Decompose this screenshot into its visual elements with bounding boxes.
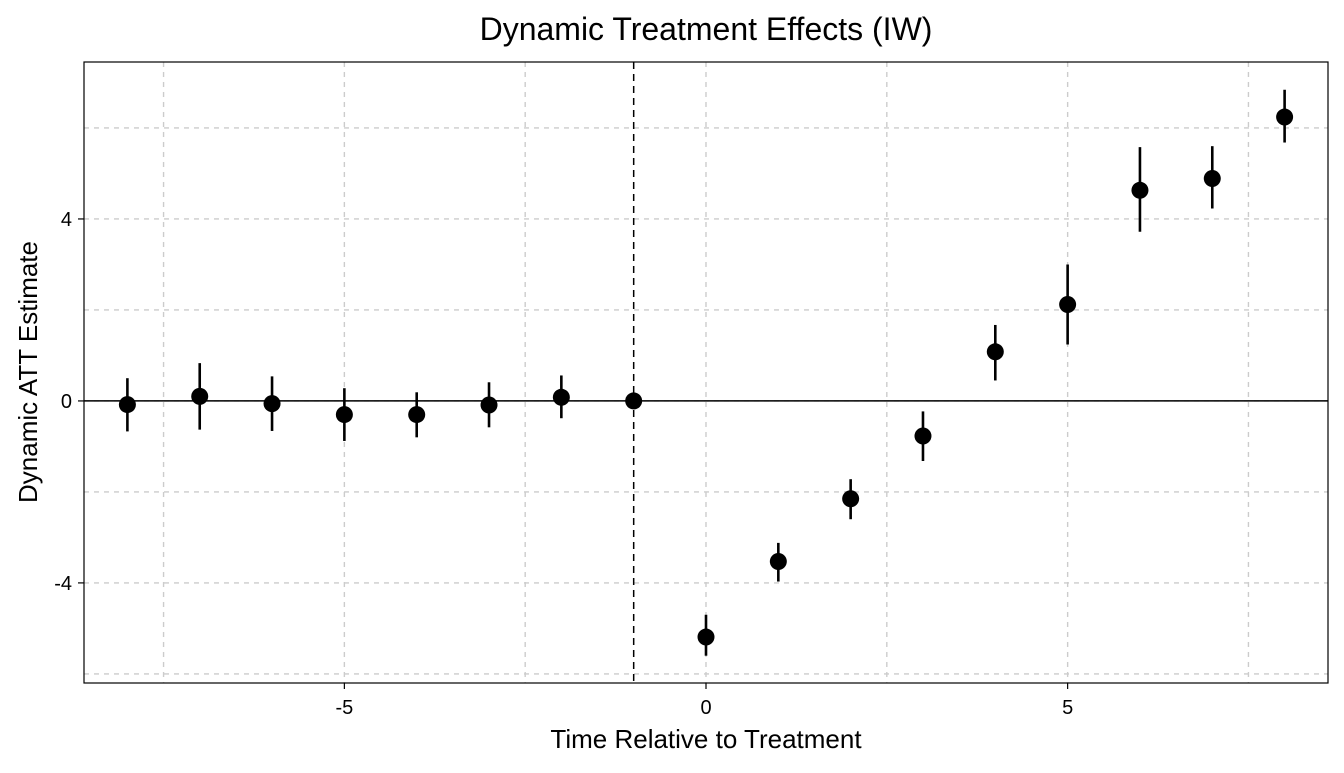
data-point: [625, 392, 643, 410]
y-tick-label: 4: [61, 209, 72, 231]
data-point: [408, 406, 426, 424]
y-axis-label: Dynamic ATT Estimate: [13, 241, 43, 503]
grid-layer: [84, 62, 1328, 683]
data-point: [191, 387, 209, 405]
data-point: [769, 553, 787, 571]
data-point: [697, 628, 715, 646]
data-point: [1131, 181, 1149, 199]
axis-layer: -5 0 5 -4 0 4: [54, 209, 1073, 719]
data-point: [842, 490, 860, 508]
data-point: [480, 396, 498, 414]
data-point: [335, 406, 353, 424]
y-tick-label: -4: [54, 573, 72, 595]
data-marks: [118, 89, 1294, 656]
data-point: [914, 427, 932, 445]
x-tick-label: 0: [700, 697, 711, 719]
x-axis-label: Time Relative to Treatment: [550, 724, 862, 754]
data-point: [552, 388, 570, 406]
data-point: [986, 343, 1004, 361]
data-point: [1276, 108, 1294, 126]
chart-title: Dynamic Treatment Effects (IW): [480, 11, 933, 47]
x-tick-label: -5: [335, 697, 353, 719]
data-point: [1059, 295, 1077, 313]
y-tick-label: 0: [61, 391, 72, 413]
data-point: [263, 395, 281, 413]
reference-lines: [84, 62, 1328, 683]
x-tick-label: 5: [1062, 697, 1073, 719]
data-point: [1203, 169, 1221, 187]
data-point: [118, 396, 136, 414]
